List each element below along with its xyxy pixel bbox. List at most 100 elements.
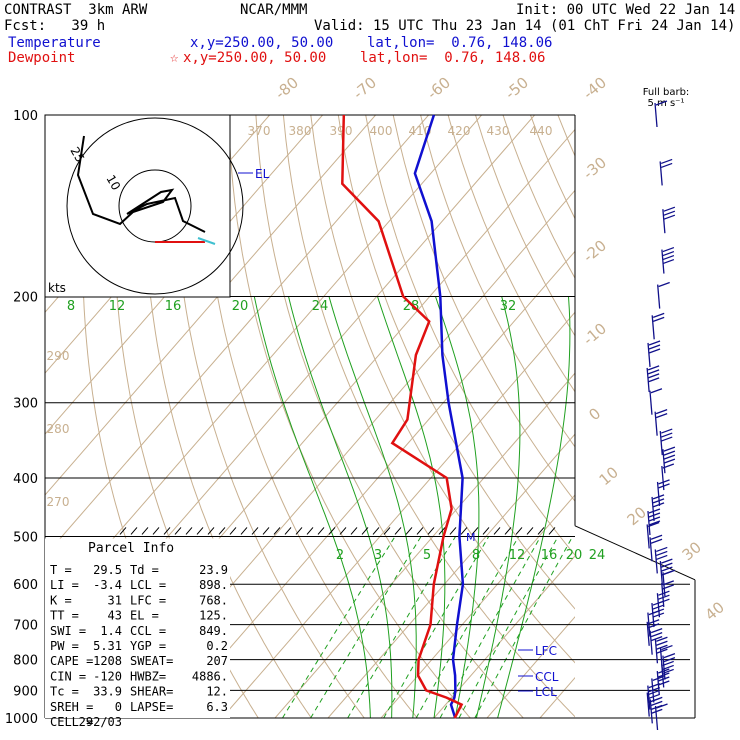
wind-barb-flag <box>658 483 670 489</box>
wind-barb-staff <box>662 449 666 474</box>
mixing-ratio-line <box>383 536 490 718</box>
parcel-info-cell: T = <box>50 563 72 577</box>
wind-barb-flag <box>648 344 661 350</box>
hatch-mark <box>383 527 391 535</box>
wind-barb-flag <box>658 281 670 288</box>
wind-barb-flag <box>656 554 668 561</box>
wind-barb-flag <box>663 657 676 663</box>
theta-e-label: 20 <box>232 299 249 314</box>
source-label: NCAR/MMM <box>240 2 308 18</box>
parcel-info-title: Parcel Info <box>88 541 174 556</box>
pressure-tick-label: 900 <box>13 684 38 699</box>
wind-barb-staff <box>646 692 650 717</box>
wind-barb-flag <box>658 479 670 485</box>
wind-barb-flag <box>652 312 665 318</box>
hatch-mark <box>196 527 204 535</box>
wind-barb-flag <box>662 258 675 265</box>
wind-barb-flag <box>661 432 673 438</box>
theta-e-label: 16 <box>165 299 182 314</box>
hatch-mark <box>251 527 259 535</box>
isotherm-line <box>45 115 482 618</box>
wind-barb-flag <box>660 158 673 165</box>
isotherm-label: -60 <box>424 73 454 103</box>
isotherm-label: -50 <box>502 73 532 103</box>
isotherm-label: -80 <box>272 73 302 103</box>
isotherm-label: 20 <box>624 503 650 529</box>
wind-barb-staff <box>647 612 651 637</box>
wind-barb-flag <box>661 562 673 568</box>
wind-barb-flag <box>650 534 663 540</box>
hatch-mark <box>427 527 435 535</box>
wind-barb-flag <box>655 100 668 106</box>
parcel-info-cell: 29.5 <box>93 563 122 577</box>
hatch-mark <box>548 527 556 535</box>
wind-barb-staff <box>659 431 663 456</box>
parcel-info-cell: 6.3 <box>206 700 228 714</box>
wind-barb-flag <box>658 672 670 678</box>
hodograph-trace <box>76 135 206 233</box>
parcel-info-cell: 292/03 <box>79 715 122 729</box>
wind-barb-flag <box>647 521 660 528</box>
hatch-mark <box>339 527 347 535</box>
dry-adiabat <box>613 115 740 718</box>
hatch-mark <box>515 527 523 535</box>
wind-barb-flag <box>655 413 668 419</box>
wind-barb-staff <box>654 549 658 574</box>
isotherm-label: -70 <box>350 73 380 103</box>
wind-barb-flag <box>648 512 661 518</box>
wind-barb-staff <box>662 209 666 234</box>
hatch-mark <box>438 527 446 535</box>
pressure-tick-label: 700 <box>13 619 38 634</box>
wind-barb-flag <box>658 590 670 596</box>
parcel-info-box: Parcel Info T = 29.5 Td = 23.9 LI = -3.4 LCL = 8… <box>45 538 230 729</box>
mixing-ratio-line <box>474 536 574 718</box>
legend-dewpoint: Dewpoint <box>8 50 76 66</box>
wind-barb-flag <box>647 377 660 383</box>
mixing-ratio-line <box>282 536 396 718</box>
pressure-tick-label: 500 <box>13 530 38 545</box>
parcel-info-background <box>45 538 230 718</box>
theta-e-label: 24 <box>312 299 329 314</box>
hatch-mark <box>306 527 314 535</box>
theta-e-label: 12 <box>109 299 126 314</box>
wind-barb-flag <box>658 594 670 600</box>
wind-barb-flag <box>663 210 676 216</box>
wind-barb-flag <box>662 668 674 675</box>
level-marker-label: LCL <box>535 685 557 699</box>
wind-barb-staff <box>661 582 665 607</box>
hatch-mark <box>229 527 237 535</box>
parcel-info-cell: 207 <box>206 654 228 668</box>
mixing-ratio-label: 3 <box>374 548 382 563</box>
theta-label: 420 <box>448 124 471 138</box>
parcel-info-cell: 43 <box>108 609 122 623</box>
hatch-mark <box>537 527 545 535</box>
forecast-hour: Fcst: 39 h <box>4 18 106 34</box>
hatch-mark <box>218 527 226 535</box>
parcel-info-cell: 1208 <box>93 654 122 668</box>
theta-e-label: 32 <box>500 299 517 314</box>
hatch-mark <box>493 527 501 535</box>
wind-barb-flag <box>658 676 670 682</box>
parcel-info-cell: 33.9 <box>93 685 122 699</box>
dry-adiabat <box>200 115 418 718</box>
isotherm-line <box>539 677 575 718</box>
wind-barb-flag <box>662 660 674 667</box>
wind-barb-flag <box>661 558 673 564</box>
isotherm-label: 10 <box>596 463 622 489</box>
parcel-info-cell: PW = <box>50 639 79 653</box>
wind-barb-staff <box>654 411 658 436</box>
dry-adiabat <box>310 115 575 664</box>
parcel-info-cell: Td = <box>130 563 159 577</box>
parcel-info-cell: -120 <box>93 669 122 683</box>
theta-label: 280 <box>47 422 70 436</box>
pressure-tick-label: 200 <box>13 291 38 306</box>
hatch-mark <box>328 527 336 535</box>
mixing-ratio-label: 12 <box>509 548 526 563</box>
moist-adiabat <box>288 296 393 718</box>
dry-adiabat <box>475 115 575 337</box>
theta-label: 440 <box>530 124 553 138</box>
dry-adiabat <box>365 115 575 556</box>
hatch-mark <box>207 527 215 535</box>
parcel-info-cell: 0 <box>115 700 122 714</box>
